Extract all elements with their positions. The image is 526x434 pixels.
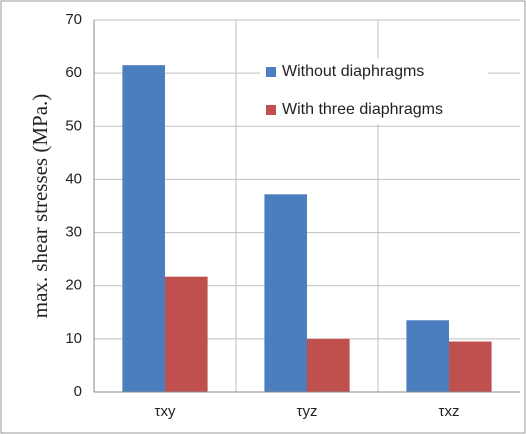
legend-label: Without diaphragms [282, 63, 424, 80]
legend-swatch [266, 105, 276, 115]
x-tick-label: τyz [297, 403, 318, 420]
bar [307, 338, 350, 392]
x-tick-label: τxy [155, 403, 176, 420]
y-tick-label: 10 [65, 330, 82, 347]
y-tick-label: 60 [65, 64, 82, 81]
y-axis-label: max. shear stresses (MPa.) [28, 94, 52, 319]
legend-box [260, 58, 488, 124]
y-tick-label: 50 [65, 117, 82, 134]
y-tick-label: 20 [65, 277, 82, 294]
bar [165, 276, 208, 392]
y-tick-label: 70 [65, 11, 82, 28]
x-tick-label: τxz [439, 403, 460, 420]
y-tick-label: 0 [74, 383, 82, 400]
bar [264, 194, 307, 392]
legend-swatch [266, 67, 276, 77]
bar [449, 341, 492, 392]
y-tick-label: 40 [65, 170, 82, 187]
legend-label: With three diaphragms [282, 101, 443, 118]
bar [122, 65, 165, 393]
bar [406, 320, 449, 392]
y-tick-label: 30 [65, 224, 82, 241]
